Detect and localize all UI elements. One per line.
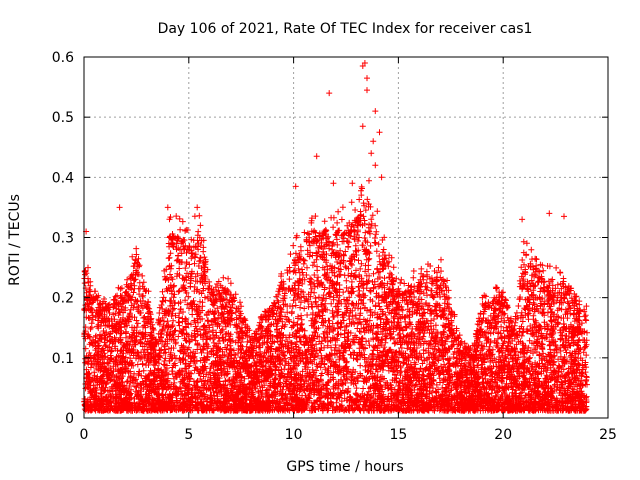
x-tick-label: 0 xyxy=(80,427,89,443)
data-points xyxy=(81,60,590,414)
y-tick-label: 0 xyxy=(65,411,74,427)
y-axis-label: ROTI / TECUs xyxy=(7,194,23,286)
scatter-markers xyxy=(81,60,590,414)
y-tick-label: 0.6 xyxy=(52,50,74,66)
y-tick-label: 0.3 xyxy=(52,231,74,247)
x-tick-label: 25 xyxy=(599,427,617,443)
axis-ticks: 0 5 10 15 20 25 0 0.1 0.2 0.3 0.4 0.5 0.6 xyxy=(52,50,617,443)
x-tick-label: 20 xyxy=(494,427,512,443)
x-tick-label: 15 xyxy=(389,427,407,443)
y-tick-label: 0.2 xyxy=(52,291,74,307)
y-tick-label: 0.5 xyxy=(52,110,74,126)
x-tick-label: 5 xyxy=(184,427,193,443)
x-tick-label: 10 xyxy=(285,427,303,443)
y-tick-label: 0.1 xyxy=(52,351,74,367)
chart-title: Day 106 of 2021, Rate Of TEC Index for r… xyxy=(158,21,533,37)
y-tick-label: 0.4 xyxy=(52,170,74,186)
x-axis-label: GPS time / hours xyxy=(286,459,403,475)
